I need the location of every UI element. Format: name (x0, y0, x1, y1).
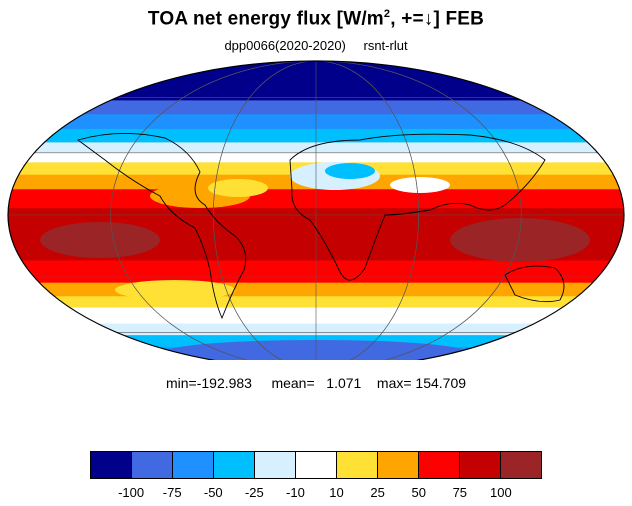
colorbar-swatch (460, 452, 501, 478)
colorbar-swatch (91, 452, 132, 478)
subtitle: dpp0066(2020-2020) rsnt-rlut (0, 38, 632, 53)
colorbar-tick-label: -75 (162, 485, 182, 500)
colorbar-swatch (255, 452, 296, 478)
title-tail: , +=↓] FEB (390, 8, 485, 30)
chart-title: TOA net energy flux [W/m2, +=↓] FEB (0, 8, 632, 30)
title-text: TOA net energy flux [W/m (147, 8, 384, 30)
anomaly-patch (325, 163, 375, 179)
stat-mean: mean= 1.071 (271, 375, 362, 391)
colorbar-swatch (501, 452, 541, 478)
colorbar-tick-label: 25 (370, 485, 385, 500)
colorbar-tick-label: -25 (244, 485, 264, 500)
colorbar-swatch (337, 452, 378, 478)
colorbar-tick-label: -10 (286, 485, 305, 500)
eurasia-africa-coastline (289, 133, 546, 281)
world-map (7, 60, 625, 360)
stat-min: min=-192.983 (165, 375, 252, 391)
map-border (7, 60, 625, 360)
colorbar-swatch (214, 452, 255, 478)
anomaly-patch (115, 280, 235, 300)
anomaly-patch (40, 222, 160, 258)
colorbar-tick-label: 75 (452, 485, 468, 500)
colorbar-labels: -100 -75 -50 -25 -10 10 25 50 75 100 (90, 485, 542, 503)
colorbar-tick-label: -50 (203, 485, 223, 500)
colorbar-tick-label: 50 (411, 485, 426, 500)
stat-max: max= 154.709 (376, 375, 467, 391)
colorbar-swatch (132, 452, 173, 478)
colorbar-swatch (173, 452, 214, 478)
meridian-line (213, 61, 419, 360)
colorbar-tick-label: 10 (329, 485, 344, 500)
flux-field (8, 61, 624, 360)
colorbar (90, 451, 542, 479)
regional-anomalies (40, 162, 590, 360)
subtitle-variable: rsnt-rlut (363, 38, 408, 53)
anomaly-patch (208, 179, 268, 197)
anomaly-patch (450, 218, 590, 262)
colorbar-tick-label: 100 (490, 485, 512, 500)
subtitle-experiment: dpp0066(2020-2020) (224, 38, 346, 53)
coastlines (76, 133, 565, 320)
meridian-line (110, 61, 522, 360)
title-superscript: 2 (383, 8, 391, 20)
colorbar-tick-label: -100 (118, 485, 145, 500)
colorbar-swatch (378, 452, 419, 478)
australia-coastline (504, 265, 565, 303)
stats-line: min=-192.983 mean= 1.071 max= 154.709 (0, 375, 632, 391)
americas-coastline (76, 133, 247, 320)
colorbar-swatch (419, 452, 460, 478)
colorbar-swatch (296, 452, 337, 478)
graticule (8, 61, 624, 360)
anomaly-patch (390, 177, 450, 193)
